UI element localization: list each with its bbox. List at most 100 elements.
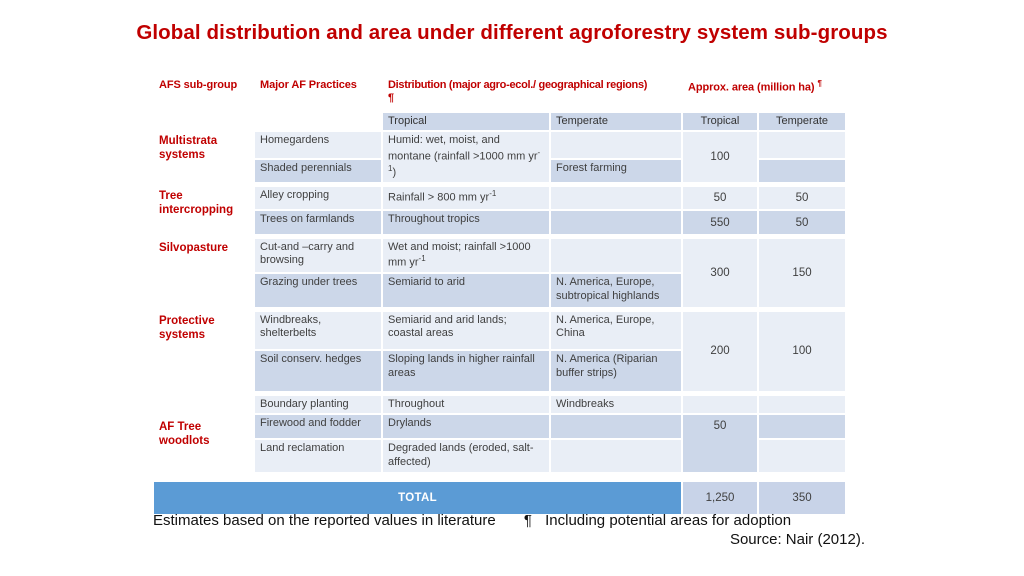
header-distribution-label: Distribution (major agro-ecol./ geograph… — [388, 79, 648, 91]
dist-tropical-cell: Throughout tropics — [381, 209, 551, 238]
dist-temperate-cell — [548, 209, 684, 238]
practice-cell: Alley cropping — [253, 181, 383, 212]
header-afs-subgroup: AFS sub-group — [152, 75, 255, 113]
pilcrow-mark: ¶ — [523, 512, 532, 529]
table-row: Grazing under trees Semiarid to arid N. … — [153, 272, 846, 311]
dist-tropical-cell: Wet and moist; rainfall >1000 mm yr-1 — [381, 233, 551, 275]
dist-text: Wet and moist; rainfall >1000 mm yr — [388, 240, 531, 269]
practice-cell: Trees on farmlands — [253, 209, 383, 238]
dist-tropical-cell: Degraded lands (eroded, salt-affected) — [381, 438, 551, 479]
practice-cell: Land reclamation — [253, 438, 383, 479]
footnote-block: Estimates based on the reported values i… — [153, 512, 865, 548]
table-row: Soil conserv. hedges Sloping lands in hi… — [153, 349, 846, 395]
total-tropical-cell: 1,250 — [681, 472, 760, 517]
area-tropical-cell: 200 — [681, 306, 760, 395]
header-distribution: Distribution (major agro-ecol./ geograph… — [380, 75, 684, 113]
subheader-row: Tropical Temperate Tropical Temperate — [152, 110, 848, 133]
subheader-empty-cell — [152, 110, 255, 133]
footnote-including: Including potential areas for adoption — [545, 512, 792, 529]
subgroup-cell-multistrata: Multistrata systems — [152, 130, 255, 186]
agroforestry-table-container: AFS sub-group Major AF Practices Distrib… — [151, 75, 848, 517]
dist-temperate-cell: Forest farming — [548, 158, 684, 186]
subgroup-cell-af-tree-woodlots: AF Tree woodlots — [152, 390, 255, 479]
area-tropical-cell — [681, 390, 760, 416]
area-temperate-cell: 50 — [757, 209, 848, 238]
subheader-area-tropical: Tropical — [681, 110, 760, 133]
footnote-estimates: Estimates based on the reported values i… — [153, 512, 496, 529]
practice-cell: Grazing under trees — [253, 272, 383, 311]
area-temperate-cell — [757, 390, 848, 416]
practice-cell: Cut-and –carry and browsing — [253, 233, 383, 275]
area-tropical-cell: 50 — [681, 181, 760, 212]
subheader-dist-tropical: Tropical — [381, 110, 551, 133]
dist-text: Humid: wet, moist, and montane (rainfall… — [388, 134, 538, 163]
subgroup-cell-protective-systems: Protective systems — [152, 306, 255, 395]
total-label-cell: TOTAL — [151, 472, 684, 517]
dist-text: Rainfall > 800 mm yr — [388, 191, 490, 204]
area-tropical-cell: 300 — [681, 233, 760, 311]
dist-tropical-cell: Semiarid and arid lands; coastal areas — [381, 306, 551, 352]
dist-temperate-cell: Windbreaks — [548, 390, 684, 416]
table-row: Firewood and fodder Drylands 50 — [153, 413, 848, 479]
dist-tropical-cell: Drylands — [381, 413, 551, 441]
subgroup-cell-silvopasture: Silvopasture — [152, 233, 255, 311]
superscript: -1 — [418, 254, 426, 264]
dist-temperate-cell — [548, 438, 684, 479]
header-major-af-practices: Major AF Practices — [253, 75, 383, 113]
subgroup-cell-tree-intercropping: Tree intercropping — [152, 181, 255, 238]
dist-temperate-cell — [548, 413, 684, 441]
table-row: Shaded perennials Forest farming — [153, 158, 848, 186]
area-temperate-cell: 100 — [757, 306, 848, 395]
dist-text: ) — [392, 166, 397, 179]
pilcrow-mark: ¶ — [817, 79, 822, 88]
area-temperate-cell — [757, 413, 848, 441]
total-row: TOTAL 1,250 350 — [151, 472, 848, 517]
table-row: Silvopasture Cut-and –carry and browsing… — [152, 233, 848, 311]
dist-temperate-cell: N. America, Europe, subtropical highland… — [548, 272, 684, 311]
dist-tropical-cell: Humid: wet, moist, and montane (rainfall… — [381, 130, 551, 186]
superscript: -1 — [388, 147, 541, 173]
table-row: Land reclamation Degraded lands (eroded,… — [153, 438, 848, 479]
header-approx-area: Approx. area (million ha) ¶ — [681, 75, 848, 113]
area-tropical-cell: 100 — [681, 130, 760, 186]
dist-tropical-cell: Throughout — [381, 390, 551, 416]
dist-temperate-cell: N. America (Riparian buffer strips) — [548, 349, 684, 395]
table-row: Protective systems Windbreaks, shelterbe… — [152, 306, 848, 395]
practice-cell: Soil conserv. hedges — [253, 349, 383, 395]
dist-temperate-cell — [548, 233, 684, 275]
dist-temperate-cell — [548, 181, 684, 212]
source-citation: Source: Nair (2012). — [729, 531, 865, 548]
area-tropical-cell: 550 — [681, 209, 760, 238]
area-temperate-cell — [757, 130, 848, 161]
practice-cell: Windbreaks, shelterbelts — [253, 306, 383, 352]
table-row: AF Tree woodlots Boundary planting Throu… — [152, 390, 848, 479]
dist-tropical-cell: Sloping lands in higher rainfall areas — [381, 349, 551, 395]
superscript: -1 — [489, 188, 497, 198]
agroforestry-table: AFS sub-group Major AF Practices Distrib… — [151, 75, 848, 517]
area-temperate-cell — [757, 158, 848, 186]
practice-cell: Firewood and fodder — [253, 413, 383, 441]
dist-tropical-cell: Semiarid to arid — [381, 272, 551, 311]
area-temperate-cell: 150 — [757, 233, 848, 311]
total-temperate-cell: 350 — [757, 472, 848, 517]
table-row: Tree intercropping Alley cropping Rainfa… — [152, 181, 848, 238]
practice-cell: Boundary planting — [253, 390, 383, 416]
table-row: Multistrata systems Homegardens Humid: w… — [152, 130, 848, 186]
subheader-dist-temperate: Temperate — [548, 110, 684, 133]
subheader-empty-cell — [253, 110, 383, 133]
table-row: Trees on farmlands Throughout tropics 55… — [153, 209, 848, 238]
subheader-area-temperate: Temperate — [757, 110, 848, 133]
header-approx-area-label: Approx. area (million ha) — [688, 81, 815, 94]
practice-cell: Homegardens — [253, 130, 383, 161]
area-tropical-cell: 50 — [681, 413, 760, 479]
practice-cell: Shaded perennials — [253, 158, 383, 186]
dist-temperate-cell — [548, 130, 684, 161]
dist-tropical-cell: Rainfall > 800 mm yr-1 — [381, 181, 551, 212]
header-row: AFS sub-group Major AF Practices Distrib… — [152, 75, 848, 113]
area-temperate-cell: 50 — [757, 181, 848, 212]
pilcrow-mark: ¶ — [388, 92, 395, 105]
page-title: Global distribution and area under diffe… — [136, 21, 888, 44]
area-temperate-cell — [757, 438, 848, 479]
dist-temperate-cell: N. America, Europe, China — [548, 306, 684, 352]
